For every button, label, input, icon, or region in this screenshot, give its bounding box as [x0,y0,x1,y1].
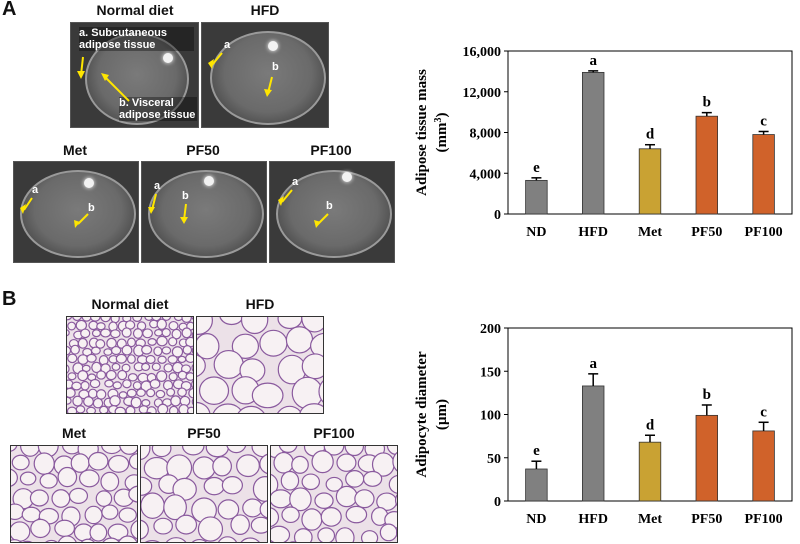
ct-label-pf100: PF100 [310,142,352,158]
x-tick-label: ND [526,225,546,240]
significance-letter: e [533,160,540,176]
x-tick-label: ND [526,512,546,527]
histo-label-pf50: PF50 [187,425,221,441]
visceral-annotation: b. Visceral adipose tissue [119,97,197,121]
x-tick-label: PF50 [691,512,722,527]
histo-label-hfd: HFD [245,296,275,312]
histology-image-normal-diet [66,316,194,414]
panel-a-letter: A [2,0,17,20]
ct-cross-section [85,33,189,125]
y-tick-label: 16,000 [463,45,502,60]
y-tick-label: 12,000 [463,86,502,101]
significance-letter: c [760,404,767,420]
adipocyte-cells [271,446,397,542]
ct-mark-a: a [224,39,231,51]
ct-spine [84,178,94,188]
ct-arrows [20,197,89,228]
bar-pf100 [752,134,775,215]
adipocyte-diameter-chart: 0 50 100 150 200 Adipocyte diameter (µm) e ND a HF… [414,322,793,527]
significance-letter: a [589,356,597,372]
ct-spine [268,41,278,51]
ct-spine [163,53,173,63]
adipocyte-cells [67,317,193,413]
significance-letter: d [646,127,655,143]
bar-pf50 [695,414,718,502]
ct-mark-a: a [292,176,299,188]
x-tick-label: Met [638,225,662,240]
x-tick-label: PF100 [745,512,783,527]
ct-mark-a: a [32,184,39,196]
ct-cross-section [20,170,136,258]
y-tick-label: 8,000 [470,127,502,142]
ct-mark-b: b [182,190,189,202]
histology-image-hfd [196,316,324,414]
significance-letter: a [589,53,597,69]
y-tick-label: 200 [480,322,501,337]
bar-met [638,441,662,502]
significance-letter: b [703,95,711,111]
y-axis-unit: (µm) [434,399,450,430]
panel-b-letter: B [2,288,17,310]
significance-letter: c [760,113,767,129]
histology-image-pf50 [140,445,268,543]
ct-image-hfd: a b [201,22,329,128]
x-tick-label: PF100 [745,225,783,240]
x-tick-label: Met [638,512,662,527]
y-axis-label: Adipose tissue mass [414,69,430,196]
y-tick-label: 50 [487,452,501,467]
ct-spine [342,172,352,182]
bar-hfd [582,385,605,502]
ct-image-normal-diet: a. Subcutaneous adipose tissue b. Viscer… [70,22,199,128]
ct-cross-section [276,170,392,258]
x-tick-label: PF50 [691,225,722,240]
y-tick-label: 0 [494,208,501,223]
bar-pf100 [752,430,775,502]
x-tick-label: HFD [578,512,608,527]
histology-image-met [10,445,138,543]
adipocyte-cells [197,317,323,413]
ct-label-hfd: HFD [250,2,280,18]
significance-letter: b [703,387,711,403]
ct-label-normal-diet: Normal diet [96,2,174,18]
histo-label-pf100: PF100 [313,425,355,441]
ct-image-pf50: a b [141,161,267,263]
ct-arrows [278,189,329,228]
y-axis-label: Adipocyte diameter [414,351,430,478]
ct-mark-a: a [154,180,161,192]
significance-letter: d [646,417,655,433]
ct-image-met: a b [13,161,139,263]
ct-mark-b: b [326,200,333,212]
ct-spine [204,176,214,186]
adipocyte-cells [141,446,267,542]
y-tick-label: 100 [480,409,501,424]
histo-label-normal-diet: Normal diet [91,296,169,312]
histology-image-pf100 [270,445,398,543]
ct-arrows [77,56,130,102]
bar-nd [525,468,548,502]
adipose-mass-chart: 0 4,000 8,000 12,000 16,000 Adipose tissue ma… [414,45,793,240]
histo-label-met: Met [61,425,87,441]
y-tick-label: 4,000 [470,167,502,182]
significance-letter: e [533,443,540,459]
ct-mark-b: b [88,202,95,214]
bar-met [638,148,662,215]
subcutaneous-annotation: a. Subcutaneous adipose tissue [79,27,194,51]
y-axis-unit: (mm3) [433,113,451,153]
ct-image-pf100: a b [269,161,395,263]
x-tick-label: HFD [578,225,608,240]
bar-nd [525,179,548,215]
bar-hfd [582,71,605,215]
ct-arrows [148,193,188,224]
bar-pf50 [695,115,718,215]
ct-mark-b: b [272,61,279,73]
ct-label-met: Met [62,142,88,158]
y-tick-label: 150 [480,365,501,380]
ct-label-pf50: PF50 [186,142,220,158]
adipocyte-cells [11,446,137,542]
ct-arrows [208,52,273,97]
y-tick-label: 0 [494,495,501,510]
